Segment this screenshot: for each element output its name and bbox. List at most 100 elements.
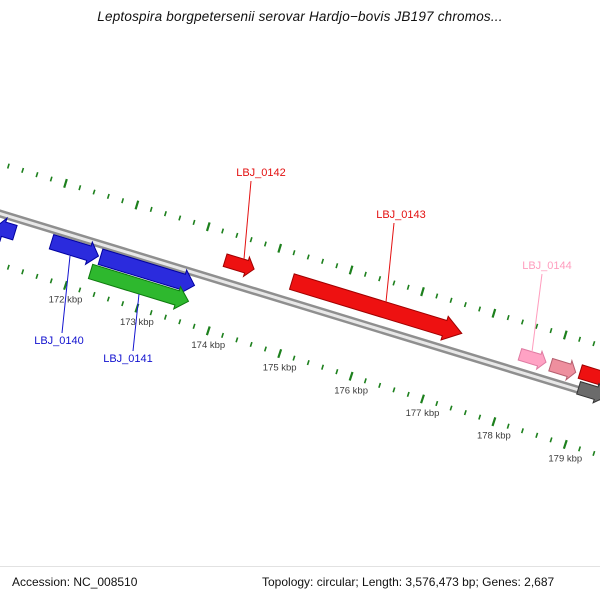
lower-ruler-tick [35, 273, 39, 279]
upper-ruler-tick [435, 293, 439, 299]
scale-label-174-kbp: 174 kbp [191, 340, 225, 351]
feature-label-LBJ_0143[interactable]: LBJ_0143 [376, 209, 426, 221]
upper-ruler-tick [592, 340, 596, 347]
lower-ruler-tick [235, 337, 239, 343]
feature-gray-feature[interactable] [576, 380, 600, 404]
upper-ruler-tick [321, 258, 325, 264]
upper-ruler-tick [378, 276, 382, 282]
upper-ruler-tick [348, 265, 354, 275]
lower-ruler-tick [420, 394, 425, 404]
upper-ruler-tick [63, 178, 68, 189]
scale-label-178-kbp: 178 kbp [477, 431, 511, 442]
label-leader-LBJ_0144 [531, 273, 543, 353]
lower-ruler-tick [449, 405, 453, 411]
lower-ruler-tick [348, 371, 354, 381]
upper-ruler-tick [535, 323, 539, 329]
lower-ruler-tick [263, 346, 267, 352]
upper-ruler-tick [106, 193, 110, 200]
lower-ruler-tick [463, 409, 467, 416]
feature-blue-partial-left[interactable] [0, 216, 18, 243]
feature-label-LBJ_0140[interactable]: LBJ_0140 [34, 335, 84, 347]
upper-ruler-tick [263, 241, 267, 247]
lower-ruler-tick [392, 387, 396, 393]
upper-ruler-tick [192, 219, 196, 226]
upper-ruler-tick [35, 172, 39, 178]
lower-ruler-tick [121, 300, 125, 307]
feature-LBJ_0140[interactable] [48, 233, 100, 266]
upper-ruler-tick [78, 185, 82, 191]
upper-ruler-tick [520, 319, 524, 325]
accession-text: Accession: NC_008510 [12, 575, 138, 589]
lower-ruler-tick [205, 326, 211, 336]
scale-label-173-kbp: 173 kbp [120, 317, 154, 328]
lower-ruler-tick [78, 287, 82, 293]
scale-label-175-kbp: 175 kbp [263, 363, 297, 374]
upper-ruler-tick [449, 297, 453, 303]
upper-ruler-tick [578, 336, 582, 342]
lower-ruler-tick [6, 264, 10, 270]
feature-LBJ_0141[interactable] [97, 248, 196, 295]
feature-green-feature[interactable] [87, 263, 190, 310]
lower-ruler-tick [306, 359, 310, 366]
lower-ruler-tick [178, 319, 182, 325]
feature-LBJ_0144[interactable] [517, 347, 547, 371]
feature-LBJ_0142[interactable] [222, 253, 255, 278]
upper-ruler-tick [163, 211, 167, 217]
lower-ruler-tick [562, 439, 568, 450]
scale-label-177-kbp: 177 kbp [406, 408, 440, 419]
upper-ruler-tick [562, 330, 568, 340]
upper-ruler-tick [92, 189, 96, 195]
upper-ruler-tick [506, 314, 510, 321]
upper-ruler-tick [463, 302, 467, 308]
lower-ruler-tick [249, 341, 253, 348]
upper-ruler-tick [21, 167, 25, 174]
lower-ruler-tick [520, 428, 524, 434]
upper-ruler-tick [235, 232, 239, 238]
lower-ruler-tick [592, 450, 596, 457]
upper-ruler-tick [392, 280, 396, 286]
lower-ruler-tick [535, 432, 539, 438]
upper-ruler-tick [491, 308, 497, 318]
feature-red-partial-right[interactable] [577, 364, 600, 390]
lower-ruler-tick [363, 378, 367, 384]
lower-ruler-tick [491, 417, 497, 427]
lower-ruler-tick [335, 369, 339, 375]
lower-ruler-tick [292, 355, 296, 361]
lower-ruler-tick [163, 314, 167, 320]
upper-ruler-tick [363, 271, 367, 277]
lower-ruler-tick [321, 364, 325, 370]
lower-ruler-tick [578, 446, 582, 452]
genome-track-gap [0, 211, 600, 399]
upper-ruler-tick [292, 250, 296, 256]
lower-ruler-tick [378, 382, 382, 388]
genome-summary-text: Topology: circular; Length: 3,576,473 bp… [262, 575, 555, 589]
lower-ruler-tick [92, 291, 96, 298]
upper-ruler-tick [420, 286, 425, 297]
feature-label-LBJ_0142[interactable]: LBJ_0142 [236, 167, 286, 179]
label-leader-LBJ_0142 [243, 180, 252, 260]
upper-ruler-tick [121, 198, 125, 204]
feature-pink-feature[interactable] [548, 357, 577, 382]
lower-ruler-tick [149, 310, 153, 316]
upper-ruler-tick [178, 215, 182, 221]
lower-ruler-tick [106, 296, 110, 302]
feature-label-LBJ_0141[interactable]: LBJ_0141 [103, 353, 153, 365]
label-leader-LBJ_0141 [132, 293, 140, 352]
upper-ruler-tick [306, 254, 310, 260]
upper-ruler-tick [6, 163, 10, 169]
feature-LBJ_0143[interactable] [288, 273, 463, 341]
lower-ruler-tick [63, 280, 68, 291]
feature-label-LBJ_0144[interactable]: LBJ_0144 [522, 260, 572, 272]
upper-ruler-tick [277, 243, 283, 253]
scale-label-172-kbp: 172 kbp [49, 294, 83, 305]
scale-label-176-kbp: 176 kbp [334, 385, 368, 396]
upper-ruler-tick [478, 306, 482, 312]
lower-ruler-tick [21, 269, 25, 275]
upper-ruler-tick [134, 200, 140, 210]
status-bar: Accession: NC_008510 Topology: circular;… [0, 566, 600, 600]
scale-label-179-kbp: 179 kbp [548, 453, 582, 464]
lower-ruler-tick [49, 278, 53, 284]
lower-ruler-tick [406, 391, 410, 398]
